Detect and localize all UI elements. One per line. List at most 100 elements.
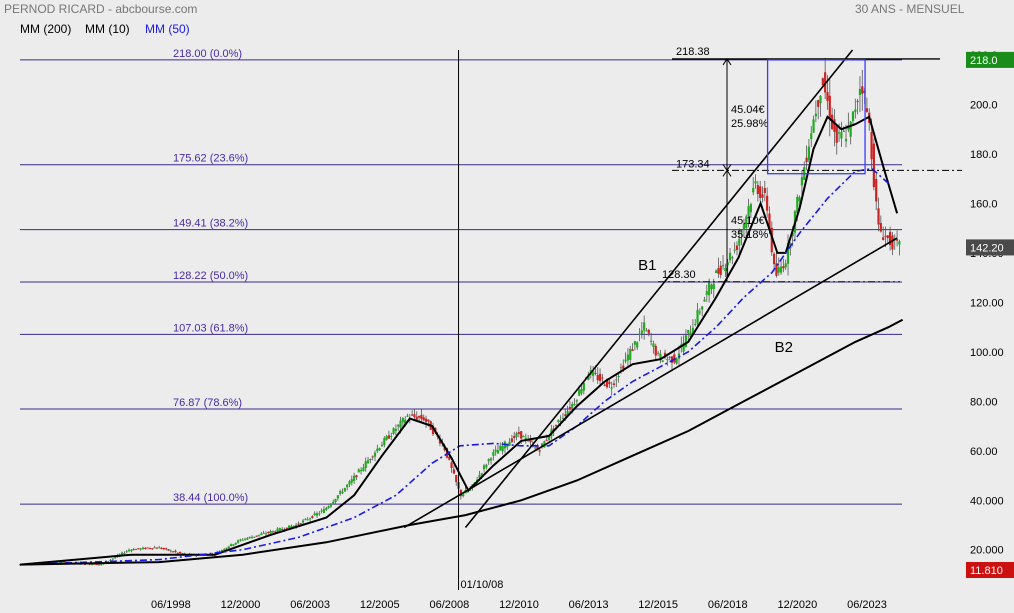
- candle-204: [492, 449, 495, 461]
- candle-body-365: [865, 108, 869, 112]
- candle-body-239: [573, 404, 576, 406]
- candle-body-222: [534, 447, 537, 449]
- candle-body-141: [346, 484, 349, 488]
- candle-body-127: [313, 513, 316, 516]
- candle-60: [158, 545, 161, 549]
- candle-body-275: [656, 352, 660, 354]
- x-tick-3: 12/2005: [360, 599, 400, 611]
- measure-bottom-pct: 35.18%: [731, 229, 769, 241]
- candle-292: [696, 302, 699, 328]
- x-tick-10: 06/2023: [847, 599, 887, 611]
- candle-173: [420, 409, 423, 422]
- candle-body-184: [445, 447, 449, 458]
- candle-287: [684, 329, 688, 348]
- candle-329: [782, 258, 785, 273]
- candle-body-151: [369, 458, 372, 460]
- candle-body-319: [759, 186, 762, 198]
- candle-64: [167, 548, 170, 551]
- candle-body-305: [726, 262, 729, 266]
- candle-body-288: [687, 329, 690, 334]
- candle-body-228: [547, 436, 551, 440]
- candle-body-340: [807, 146, 811, 161]
- candle-body-213: [513, 435, 516, 439]
- candle-212: [510, 434, 514, 444]
- candle-body-159: [387, 435, 391, 439]
- candle-body-220: [529, 439, 532, 443]
- candle-128: [315, 511, 319, 519]
- candle-345: [819, 94, 822, 117]
- candle-body-132: [325, 507, 328, 511]
- candle-213: [513, 431, 516, 444]
- candle-body-315: [749, 204, 752, 213]
- candle-body-323: [768, 213, 771, 230]
- candle-344: [817, 99, 820, 120]
- candle-body-271: [647, 329, 650, 334]
- candle-body-91: [230, 543, 233, 546]
- candle-body-136: [334, 499, 337, 502]
- candle-body-156: [380, 444, 384, 447]
- candle-body-326: [775, 263, 778, 276]
- candle-body-106: [264, 533, 268, 535]
- candle-354: [840, 121, 843, 147]
- candle-body-309: [735, 245, 739, 250]
- fib-label-2: 149.41 (38.2%): [173, 218, 248, 230]
- candle-body-176: [427, 419, 430, 422]
- candle-body-51: [137, 548, 140, 550]
- candle-265: [633, 340, 636, 351]
- candle-body-247: [592, 370, 595, 376]
- candle-body-99: [248, 536, 251, 538]
- candle-294: [701, 305, 704, 317]
- candle-159: [387, 430, 391, 440]
- legend-mm50: MM (50): [145, 22, 190, 36]
- candle-body-304: [724, 268, 727, 272]
- candle-body-356: [844, 138, 848, 142]
- candle-body-119: [295, 524, 298, 528]
- candle-body-325: [773, 253, 776, 265]
- candle-290: [691, 319, 694, 335]
- y-tick-1: 200.0: [970, 99, 998, 111]
- candle-body-56: [148, 548, 152, 550]
- x-tick-9: 12/2020: [778, 599, 818, 611]
- candle-body-19: [62, 561, 66, 563]
- candle-body-212: [510, 438, 514, 442]
- x-tick-5: 12/2010: [499, 599, 539, 611]
- candle-body-295: [703, 299, 706, 302]
- candle-body-243: [582, 382, 585, 391]
- candle-289: [689, 325, 692, 338]
- candle-321: [763, 180, 766, 202]
- candle-306: [728, 247, 732, 263]
- y-tick-9: 40.000: [970, 495, 1004, 507]
- candle-body-101: [253, 536, 256, 538]
- candle-body-174: [422, 417, 425, 421]
- candle-155: [378, 447, 381, 451]
- candle-body-201: [485, 464, 488, 468]
- candle-262: [626, 348, 630, 369]
- candle-body-258: [617, 375, 620, 377]
- candle-body-374: [886, 235, 889, 238]
- candle-body-283: [675, 358, 678, 364]
- candle-body-369: [875, 178, 878, 202]
- candle-body-166: [404, 419, 407, 425]
- candle-body-373: [884, 235, 887, 237]
- candle-207: [499, 442, 502, 451]
- candle-327: [777, 257, 780, 276]
- candle-body-227: [545, 439, 548, 441]
- candle-body-122: [301, 520, 305, 523]
- candle-body-190: [459, 489, 462, 497]
- candle-body-203: [489, 458, 493, 461]
- candle-251: [601, 373, 604, 383]
- candle-63: [165, 547, 168, 551]
- candle-217: [522, 435, 525, 438]
- candle-body-200: [482, 465, 486, 470]
- fibonacci-levels: 218.00 (0.0%) 175.62 (23.6%) 149.41 (38.2%…: [20, 48, 902, 505]
- candle-266: [636, 341, 639, 350]
- candle-303: [721, 254, 725, 270]
- candle-body-351: [833, 119, 836, 132]
- candle-body-279: [666, 358, 669, 361]
- candle-271: [647, 328, 650, 337]
- candle-body-376: [891, 235, 894, 250]
- candle-body-89: [225, 547, 228, 550]
- candle-body-112: [278, 528, 281, 531]
- candle-151: [369, 458, 372, 464]
- y-tick-8: 60.00: [970, 446, 998, 458]
